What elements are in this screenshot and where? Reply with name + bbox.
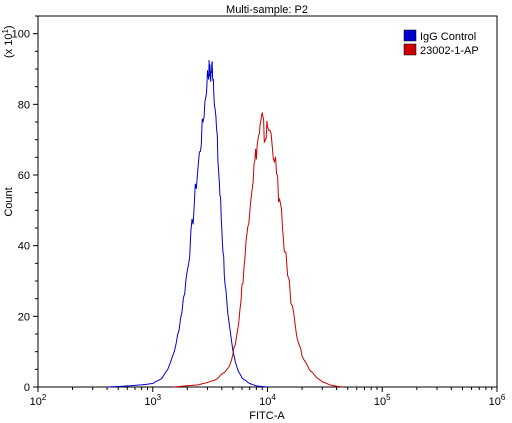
- y-tick-label: 100: [12, 29, 30, 41]
- y-axis-label: Count: [3, 187, 15, 216]
- legend-label: 23002-1-AP: [420, 45, 479, 57]
- series-line-2: [172, 112, 343, 388]
- series-line-1: [107, 59, 268, 388]
- y-tick-label: 40: [18, 241, 30, 253]
- x-tick-label: 104: [259, 393, 276, 408]
- y-tick-label: 0: [24, 382, 30, 394]
- plot-frame: [37, 15, 498, 388]
- y-tick-label: 80: [18, 99, 30, 111]
- x-tick-label: 103: [144, 393, 161, 408]
- x-tick-label: 106: [489, 393, 506, 408]
- legend-swatch: [403, 43, 417, 56]
- legend-swatch: [403, 29, 417, 42]
- chart-title: Multi-sample: P2: [226, 4, 308, 16]
- y-multiplier-base: (x 10: [3, 34, 15, 58]
- y-multiplier-label: (x 101): [1, 25, 15, 58]
- x-tick-label: 105: [374, 393, 391, 408]
- y-multiplier-exp: 1: [1, 29, 10, 34]
- x-tick-label: 102: [30, 393, 47, 408]
- x-axis-ticks: 102 103 104 105 106: [30, 387, 506, 408]
- y-tick-label: 60: [18, 170, 30, 182]
- series-layer: [107, 59, 343, 388]
- x-axis-label: FITC-A: [249, 410, 285, 422]
- y-tick-label: 20: [18, 311, 30, 323]
- y-axis-ticks: 0 20 40 60 80 100: [12, 15, 38, 394]
- legend: IgG Control 23002-1-AP: [403, 29, 479, 57]
- legend-label: IgG Control: [420, 31, 476, 43]
